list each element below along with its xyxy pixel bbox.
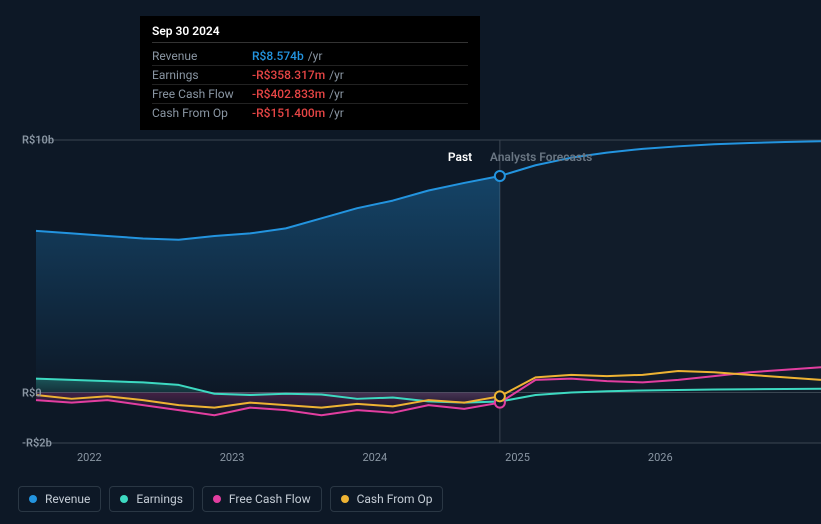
- past-label: Past: [448, 150, 472, 164]
- tooltip-value: -R$358.317m: [252, 68, 325, 82]
- tooltip-label: Free Cash Flow: [152, 87, 252, 101]
- x-axis-label: 2025: [505, 451, 530, 464]
- y-axis-label: -R$2b: [22, 437, 52, 450]
- x-axis-label: 2022: [77, 451, 102, 464]
- tooltip-row: Cash From Op-R$151.400m/yr: [152, 104, 468, 122]
- legend-item-cash-from-op[interactable]: Cash From Op: [330, 486, 444, 512]
- tooltip-value: R$8.574b: [252, 49, 304, 63]
- legend-item-free-cash-flow[interactable]: Free Cash Flow: [202, 486, 322, 512]
- tooltip-unit: /yr: [329, 68, 344, 82]
- legend-label: Cash From Op: [357, 492, 433, 506]
- forecast-label: Analysts Forecasts: [490, 150, 592, 164]
- tooltip-label: Cash From Op: [152, 106, 252, 120]
- tooltip-value: -R$402.833m: [252, 87, 325, 101]
- tooltip-label: Revenue: [152, 49, 252, 63]
- tooltip-date: Sep 30 2024: [152, 24, 468, 43]
- x-axis-label: 2026: [648, 451, 673, 464]
- y-axis-label: R$0: [22, 386, 42, 399]
- x-axis-label: 2023: [220, 451, 245, 464]
- tooltip-unit: /yr: [329, 87, 344, 101]
- tooltip-row: Earnings-R$358.317m/yr: [152, 66, 468, 85]
- tooltip-unit: /yr: [308, 49, 323, 63]
- tooltip-label: Earnings: [152, 68, 252, 82]
- legend-dot: [213, 495, 221, 503]
- legend-label: Revenue: [45, 492, 90, 506]
- legend-dot: [29, 495, 37, 503]
- y-axis-label: R$10b: [22, 134, 54, 147]
- x-axis-label: 2024: [362, 451, 387, 464]
- chart-tooltip: Sep 30 2024 RevenueR$8.574b/yrEarnings-R…: [140, 16, 480, 130]
- legend-dot: [341, 495, 349, 503]
- tooltip-row: Free Cash Flow-R$402.833m/yr: [152, 85, 468, 104]
- tooltip-row: RevenueR$8.574b/yr: [152, 47, 468, 66]
- tooltip-unit: /yr: [329, 106, 344, 120]
- chart-legend: Revenue Earnings Free Cash Flow Cash From O…: [18, 486, 443, 512]
- legend-dot: [120, 495, 128, 503]
- legend-label: Free Cash Flow: [229, 492, 311, 506]
- legend-label: Earnings: [136, 492, 183, 506]
- legend-item-revenue[interactable]: Revenue: [18, 486, 101, 512]
- tooltip-value: -R$151.400m: [252, 106, 325, 120]
- legend-item-earnings[interactable]: Earnings: [109, 486, 194, 512]
